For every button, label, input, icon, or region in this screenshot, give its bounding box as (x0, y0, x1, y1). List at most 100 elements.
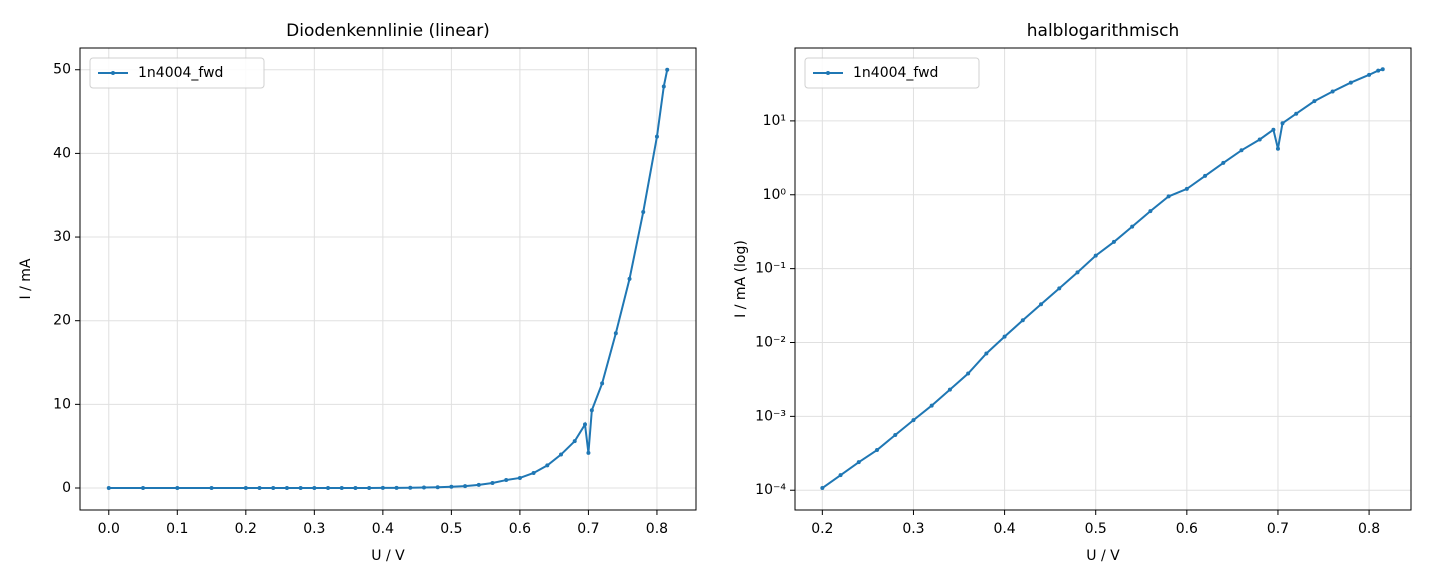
data-point (1203, 173, 1208, 178)
data-point (408, 485, 413, 490)
data-point (1130, 224, 1135, 229)
data-point (1257, 137, 1262, 142)
data-point (875, 448, 880, 453)
data-point (1111, 239, 1116, 244)
data-point (1280, 121, 1285, 126)
data-point (582, 422, 587, 427)
data-point (1239, 148, 1244, 153)
data-point (380, 485, 385, 490)
data-point (545, 463, 550, 468)
chart-title: halblogarithmisch (1027, 21, 1179, 41)
legend-label: 1n4004_fwd (853, 65, 938, 81)
x-tick-label: 0.3 (303, 521, 325, 537)
data-point (326, 485, 331, 490)
chart-title: Diodenkennlinie (linear) (286, 21, 490, 41)
data-point (257, 485, 262, 490)
data-point (298, 485, 303, 490)
data-point (627, 276, 632, 281)
x-tick-label: 0.6 (509, 521, 531, 537)
x-tick-label: 0.7 (1267, 521, 1289, 537)
data-point (476, 482, 481, 487)
data-point (312, 485, 317, 490)
data-point (339, 485, 344, 490)
y-tick-label: 20 (53, 313, 71, 329)
data-point (531, 470, 536, 475)
legend-box (804, 57, 980, 89)
x-tick-label: 0.2 (811, 521, 833, 537)
y-tick-label: 10¹ (763, 113, 786, 129)
data-point (893, 432, 898, 437)
y-tick-label: 10⁰ (763, 187, 787, 203)
data-point (572, 439, 577, 444)
y-axis-label: I / mA (18, 258, 34, 299)
y-tick-label: 30 (53, 229, 71, 245)
data-point (1380, 67, 1385, 72)
data-point (1330, 89, 1335, 94)
data-point (929, 403, 934, 408)
legend-marker (111, 71, 115, 75)
x-tick-label: 0.6 (1176, 521, 1198, 537)
data-point (820, 486, 825, 491)
data-point (1057, 286, 1062, 291)
y-tick-label: 50 (53, 62, 71, 78)
data-point (1093, 253, 1098, 258)
data-point (1184, 186, 1189, 191)
data-point (209, 485, 214, 490)
data-point (1166, 194, 1171, 199)
data-point (1221, 160, 1226, 165)
data-point (984, 351, 989, 356)
x-axis-label: U / V (371, 548, 405, 564)
x-tick-label: 0.8 (646, 521, 668, 537)
data-point (1275, 146, 1280, 151)
y-tick-label: 10 (53, 396, 71, 412)
data-point (1312, 99, 1317, 104)
data-point (600, 381, 605, 386)
data-point (1020, 318, 1025, 323)
y-tick-label: 10⁻³ (755, 408, 786, 424)
data-point (654, 134, 659, 139)
data-point (911, 418, 916, 423)
data-point (394, 485, 399, 490)
x-axis-label: U / V (1086, 548, 1120, 564)
data-line (821, 68, 1384, 489)
data-point (947, 387, 952, 392)
y-tick-label: 10⁻¹ (755, 261, 786, 277)
data-point (641, 209, 646, 214)
x-tick-label: 0.5 (1085, 521, 1107, 537)
x-tick-label: 0.1 (166, 521, 188, 537)
plot-frame (794, 47, 1412, 511)
data-point (1376, 68, 1381, 73)
data-point (589, 408, 594, 413)
data-point (1271, 127, 1276, 132)
data-point (243, 485, 248, 490)
y-tick-label: 10⁻⁴ (755, 482, 786, 498)
data-point (271, 485, 276, 490)
data-point (966, 371, 971, 376)
data-point (175, 485, 180, 490)
data-point (1075, 270, 1080, 275)
x-tick-label: 0.0 (98, 521, 120, 537)
x-tick-label: 0.7 (577, 521, 599, 537)
data-point (421, 485, 426, 490)
data-point (613, 331, 618, 336)
data-point (838, 473, 843, 478)
x-tick-label: 0.4 (993, 521, 1015, 537)
data-point (490, 480, 495, 485)
data-point (504, 478, 509, 483)
legend-label: 1n4004_fwd (138, 65, 223, 81)
x-tick-label: 0.8 (1358, 521, 1380, 537)
data-point (661, 84, 666, 89)
x-tick-label: 0.2 (235, 521, 257, 537)
data-point (1367, 72, 1372, 77)
data-point (353, 485, 358, 490)
data-point (284, 485, 289, 490)
y-tick-label: 10⁻² (755, 334, 786, 350)
data-point (517, 475, 522, 480)
legend-box (89, 57, 265, 89)
data-point (367, 485, 372, 490)
plot-frame (79, 47, 697, 511)
data-point (1148, 209, 1153, 214)
data-point (856, 460, 861, 465)
